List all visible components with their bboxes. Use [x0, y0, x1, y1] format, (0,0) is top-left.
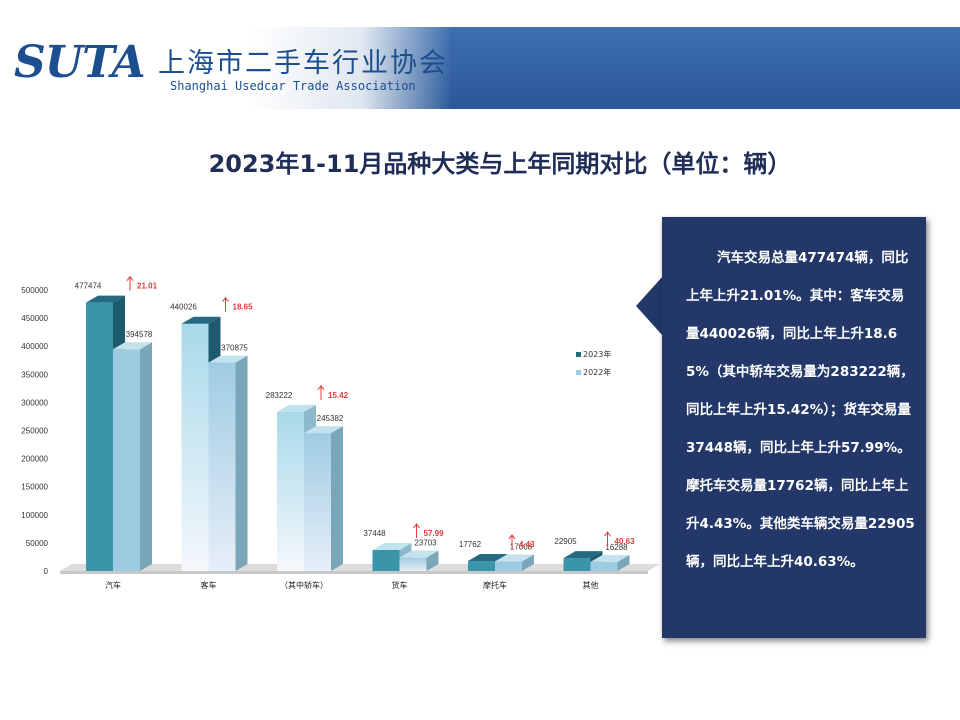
bar-2022-side — [235, 355, 248, 571]
growth-label: 15.42 — [328, 391, 349, 400]
value-label-2022: 17008 — [510, 542, 533, 551]
y-tick-label: 300000 — [21, 398, 48, 407]
value-label-2023: 22905 — [554, 537, 577, 546]
growth-label: 40.63 — [615, 537, 636, 546]
value-label-2023: 17762 — [459, 540, 482, 549]
growth-label: 57.99 — [424, 529, 445, 538]
bar-2022-top — [113, 342, 152, 350]
y-tick-label: 200000 — [21, 455, 48, 464]
legend-label: 2023年 — [583, 349, 611, 359]
bar-2022-top — [399, 550, 439, 558]
growth-arrow-head-icon — [126, 275, 134, 281]
bar-2023 — [372, 549, 400, 571]
bar-2022-top — [590, 554, 630, 562]
logo-english-name: Shanghai Usedcar Trade Association — [170, 79, 416, 93]
y-tick-label: 400000 — [21, 342, 48, 351]
bar-2023 — [277, 411, 304, 571]
y-tick-label: 350000 — [21, 370, 48, 379]
callout-pointer — [636, 276, 663, 336]
y-tick-label: 250000 — [21, 427, 48, 436]
value-label-2022: 23703 — [414, 539, 437, 548]
y-tick-label: 150000 — [21, 483, 48, 492]
y-tick-label: 50000 — [26, 539, 49, 548]
bar-2022 — [113, 349, 140, 571]
bar-2022-top — [304, 426, 343, 434]
summary-callout: 汽车交易总量477474辆，同比上年上升21.01%。其中：客车交易量44002… — [662, 217, 926, 638]
legend-label: 2022年 — [583, 367, 611, 377]
growth-arrow-head-icon — [413, 523, 420, 529]
bar-2023-top — [372, 542, 412, 550]
bar-2022 — [208, 362, 236, 571]
category-label: 其他 — [583, 580, 599, 590]
value-label-2022: 394578 — [126, 330, 153, 339]
category-label: 客车 — [201, 580, 217, 590]
bar-2022-side — [617, 554, 630, 571]
growth-arrow-head-icon — [604, 531, 611, 537]
bar-2022 — [590, 561, 618, 571]
bar-2023 — [86, 302, 113, 571]
bar-2022-side — [331, 426, 343, 571]
growth-label: 4.43 — [519, 540, 535, 549]
header-banner: SUTA 上海市二手车行业协会 Shanghai Usedcar Trade A… — [0, 27, 960, 109]
summary-text: 汽车交易总量477474辆，同比上年上升21.01%。其中：客车交易量44002… — [686, 250, 915, 570]
association-logo: SUTA 上海市二手车行业协会 Shanghai Usedcar Trade A… — [0, 27, 452, 109]
category-label: 摩托车 — [483, 580, 507, 590]
growth-arrow-head-icon — [222, 296, 229, 303]
bar-2023-top — [181, 316, 221, 324]
value-label-2022: 16288 — [605, 543, 628, 552]
growth-arrow-head-icon — [317, 384, 325, 391]
y-tick-label: 100000 — [21, 511, 48, 520]
bar-2022-side — [140, 342, 152, 571]
bar-2023-top — [563, 551, 603, 559]
y-tick-label: 450000 — [21, 314, 48, 323]
bar-chart: 0 50000 100000 150000 200000 250000 300000 3500… — [21, 275, 660, 590]
y-tick-label: 500000 — [21, 286, 48, 295]
bar-2023-top — [277, 404, 316, 412]
category-label: 汽车 — [105, 580, 121, 590]
bar-2022 — [304, 433, 331, 571]
slide-title: 2023年1-11月品种大类与上年同期对比（单位：辆） — [208, 150, 792, 178]
legend-swatch — [576, 352, 581, 357]
bar-2023 — [181, 323, 209, 571]
legend-swatch — [576, 370, 581, 375]
value-label-2023: 440026 — [170, 303, 197, 312]
bar-2023-top — [86, 295, 125, 303]
bar-2022 — [495, 561, 522, 571]
growth-label: 18.65 — [233, 303, 254, 312]
logo-chinese-name: 上海市二手车行业协会 — [158, 48, 448, 79]
bar-2023 — [468, 561, 495, 571]
bar-2022-side — [426, 550, 439, 571]
growth-label: 21.01 — [137, 282, 158, 291]
bar-2022-top — [495, 554, 534, 562]
bar-2023 — [563, 558, 591, 571]
value-label-2023: 477474 — [75, 282, 102, 291]
value-label-2023: 37448 — [363, 529, 386, 538]
chart-floor-edge — [60, 571, 648, 574]
logo-mark: SUTA — [14, 37, 146, 88]
value-label-2022: 245382 — [317, 414, 344, 423]
category-label: （其中轿车） — [280, 580, 328, 590]
value-label-2022: 370875 — [221, 344, 248, 353]
bar-2022-top — [208, 355, 248, 363]
bar-2023-top — [468, 554, 507, 562]
growth-arrow-head-icon — [508, 534, 516, 540]
category-label: 货车 — [392, 580, 408, 590]
bar-2022-side — [522, 554, 534, 571]
bar-2022 — [399, 557, 427, 571]
value-label-2023: 283222 — [266, 391, 293, 400]
y-tick-label: 0 — [44, 567, 49, 576]
